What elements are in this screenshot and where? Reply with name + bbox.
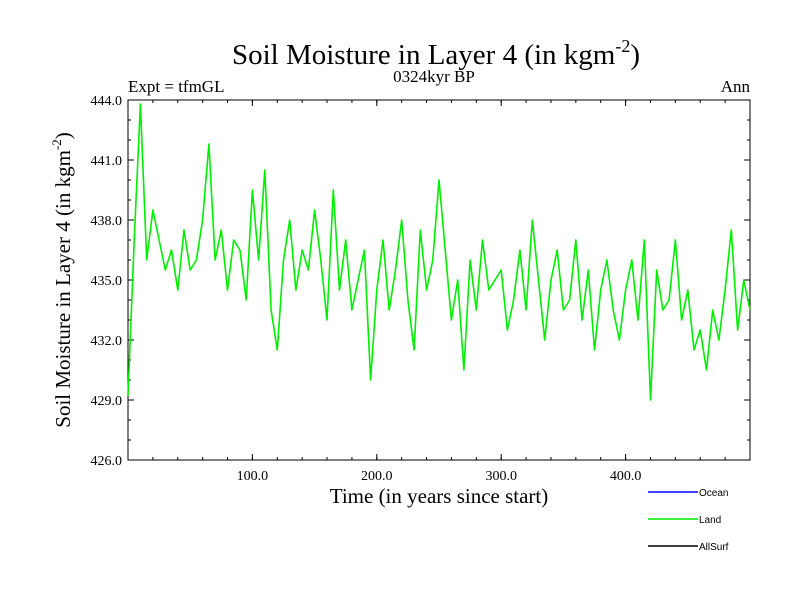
legend-label-ocean: Ocean bbox=[699, 488, 728, 499]
legend-label-land: Land bbox=[699, 515, 721, 526]
y-tick-label: 429.0 bbox=[91, 394, 123, 409]
series-line-land bbox=[127, 103, 751, 401]
season-label: Ann bbox=[721, 77, 751, 96]
period-label: 0324kyr BP bbox=[393, 67, 475, 86]
x-tick-label: 300.0 bbox=[485, 469, 517, 484]
y-tick-label: 441.0 bbox=[91, 154, 123, 169]
series-layer bbox=[127, 103, 751, 401]
experiment-label: Expt = tfmGL bbox=[128, 77, 224, 96]
y-tick-label: 444.0 bbox=[91, 94, 123, 109]
y-tick-label: 426.0 bbox=[91, 454, 123, 469]
x-tick-label: 400.0 bbox=[610, 469, 642, 484]
legend-label-allsurf: AllSurf bbox=[699, 542, 729, 553]
x-axis-label: Time (in years since start) bbox=[330, 484, 549, 508]
axis-ticks: 426.0 429.0 432.0 435.0 438.0 441.0 444.0 100.0… bbox=[91, 94, 750, 484]
y-axis-label: Soil Moisture in Layer 4 (in kgm-2) bbox=[49, 132, 75, 427]
x-tick-label: 200.0 bbox=[361, 469, 393, 484]
legend: Ocean Land AllSurf bbox=[648, 488, 729, 553]
x-tick-label: 100.0 bbox=[237, 469, 269, 484]
y-tick-label: 438.0 bbox=[91, 214, 123, 229]
chart-title: Soil Moisture in Layer 4 (in kgm-2) bbox=[232, 36, 640, 71]
y-tick-label: 432.0 bbox=[91, 334, 123, 349]
y-tick-label: 435.0 bbox=[91, 274, 123, 289]
